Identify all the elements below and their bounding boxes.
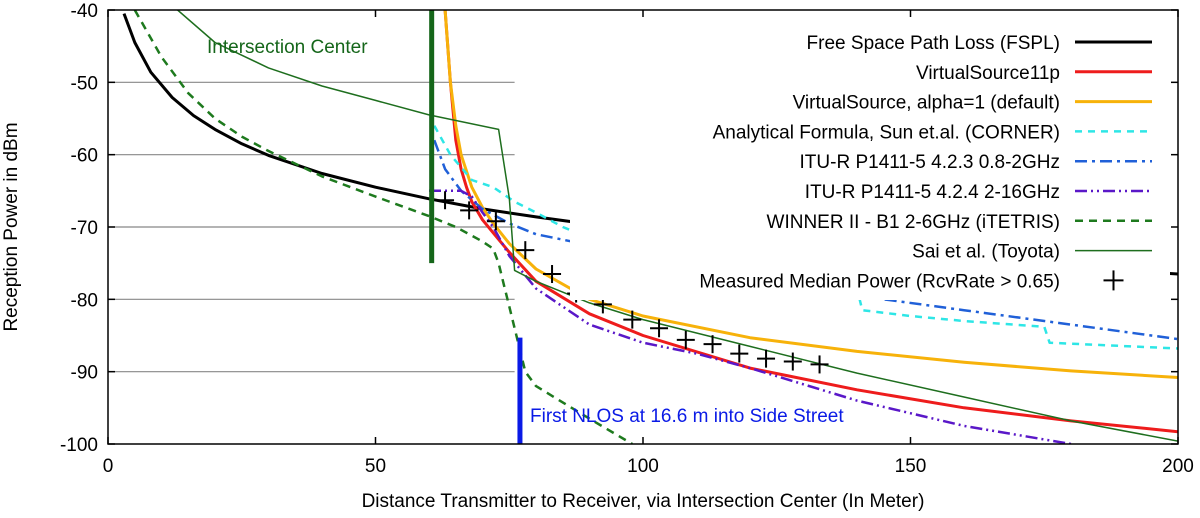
measured-point — [783, 352, 802, 371]
measured-points — [436, 191, 829, 374]
series-line-1 — [443, 10, 1178, 434]
legend-label: Analytical Formula, Sun et.al. (CORNER) — [713, 122, 1060, 143]
measured-point — [730, 344, 749, 363]
legend-background — [570, 24, 1170, 300]
series-line-7 — [177, 10, 1178, 442]
y-tick-label: -90 — [71, 363, 98, 384]
measured-point — [757, 349, 776, 368]
legend-label: Measured Median Power (RcvRate > 0.65) — [699, 271, 1060, 292]
measured-point — [486, 212, 505, 231]
y-tick-label: -70 — [71, 218, 98, 239]
axis-ticks: -100 -90 -80 -70 -60 -50 -40 0 50 100 150 200 — [60, 1, 1194, 477]
legend-label: WINNER II - B1 2-6GHz (iTETRIS) — [767, 212, 1060, 233]
y-axis-title: Reception Power in dBm — [1, 122, 22, 331]
y-tick-label: -40 — [71, 1, 98, 22]
y-tick-label: -100 — [60, 435, 98, 456]
legend-label: VirtualSource11p — [916, 63, 1060, 84]
legend-entries: Free Space Path Loss (FSPL) VirtualSource… — [699, 33, 1152, 292]
measured-point — [676, 330, 695, 349]
series-line-3 — [433, 125, 1178, 350]
annotations: Intersection Center First NLOS at 16.6 m … — [207, 10, 844, 444]
x-axis-title: Distance Transmitter to Receiver, via In… — [362, 491, 925, 512]
y-tick-label: -80 — [71, 290, 98, 311]
measured-point — [543, 265, 562, 284]
legend-label: VirtualSource, alpha=1 (default) — [793, 93, 1060, 114]
measured-point — [436, 191, 455, 210]
legend-label: Free Space Path Loss (FSPL) — [807, 33, 1060, 54]
measured-point — [460, 201, 479, 220]
series-line-5 — [429, 189, 1072, 444]
legend-label: ITU-R P1411-5 4.2.3 0.8-2GHz — [800, 152, 1060, 173]
y-tick-label: -50 — [71, 73, 98, 94]
x-tick-label: 150 — [895, 456, 927, 477]
x-tick-label: 50 — [365, 456, 386, 477]
x-tick-label: 200 — [1162, 456, 1194, 477]
measured-point — [516, 241, 535, 260]
measured-point — [810, 355, 829, 374]
measured-point — [623, 310, 642, 329]
legend-label: ITU-R P1411-5 4.2.4 2-16GHz — [805, 182, 1060, 203]
first-nlos-label: First NLOS at 16.6 m into Side Street — [530, 406, 844, 427]
measured-point — [650, 319, 669, 338]
intersection-center-label: Intersection Center — [207, 37, 368, 58]
series-line-2 — [443, 10, 1178, 379]
measured-point — [703, 335, 722, 354]
y-tick-label: -60 — [71, 146, 98, 167]
x-tick-label: 100 — [627, 456, 659, 477]
x-tick-label: 0 — [103, 456, 114, 477]
legend: Free Space Path Loss (FSPL) VirtualSource… — [570, 24, 1170, 300]
legend-label: Sai et al. (Toyota) — [912, 242, 1060, 263]
